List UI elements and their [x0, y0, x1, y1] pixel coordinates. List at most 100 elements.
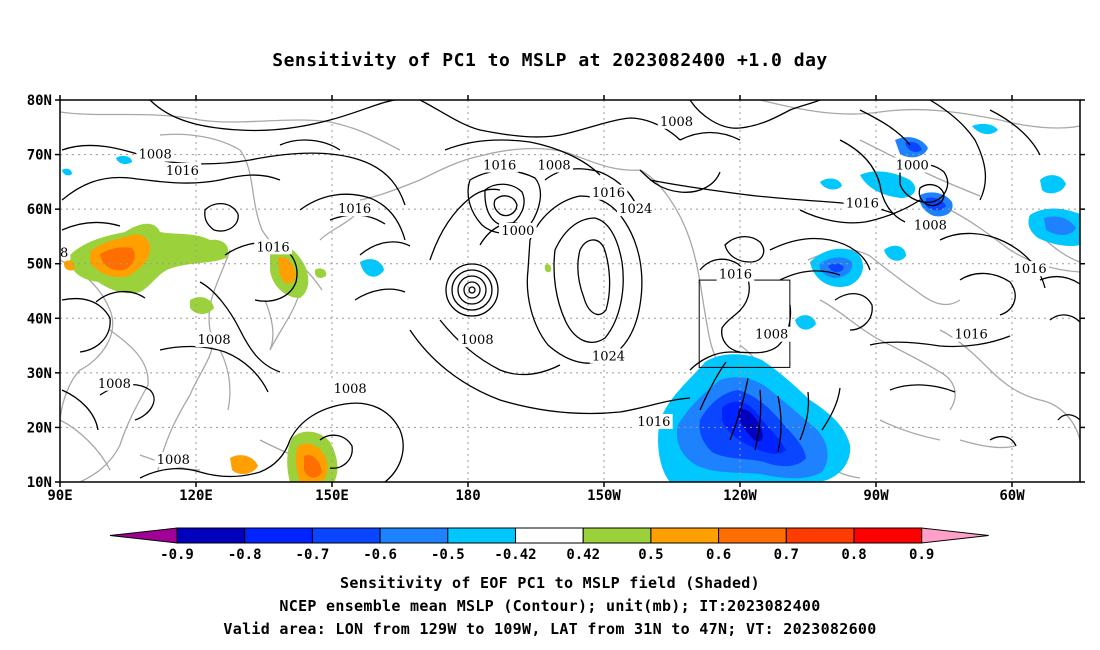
contour-label-bg [535, 157, 573, 173]
colorbar-segment [785, 527, 855, 544]
contour-label-bg [335, 201, 374, 217]
lat-lon-grid [60, 100, 1080, 482]
contour-label-bg [952, 326, 990, 342]
contour-label-bg [589, 348, 628, 364]
colorbar-segment [311, 527, 381, 544]
contour-label-bg [911, 217, 950, 233]
colorbar-label: -0.8 [228, 547, 262, 563]
lat-label: 30N [27, 366, 52, 382]
contour-label: 1024 [619, 202, 652, 217]
lon-label: 120E [179, 488, 213, 504]
contour-label-bg [60, 244, 71, 260]
footer-line-1: Sensitivity of EOF PC1 to MSLP field (Sh… [340, 574, 760, 592]
lon-label: 120W [723, 488, 757, 504]
contour-label: 1016 [955, 328, 988, 343]
contour-label: 1008 [98, 377, 131, 392]
lon-label: 150W [587, 488, 621, 504]
colorbar-label: 0.7 [774, 547, 799, 563]
colorbar-segment [650, 527, 720, 544]
lat-label: 10N [27, 475, 52, 491]
contour-label-bg [616, 201, 655, 217]
contour-label: 1016 [719, 268, 752, 283]
contour-label-bg [154, 452, 193, 468]
contour-label: 1008 [914, 219, 947, 234]
lat-label: 50N [27, 257, 52, 273]
contour-label: 1008 [334, 382, 367, 397]
contour-label-bg [331, 381, 369, 397]
colorbar-label: -0.42 [494, 547, 536, 563]
map-frame [59, 99, 1081, 483]
contour-label: 1016 [483, 158, 516, 173]
colorbar-segment [515, 527, 584, 544]
contour-label-bg [458, 332, 496, 348]
contour-label: 1008 [157, 453, 190, 468]
contour-label-bg [480, 157, 519, 173]
colorbar-segment [244, 527, 313, 544]
contour-label: 1008 [198, 333, 231, 348]
colorbar-arrow-right [921, 527, 989, 544]
contour-label: 1000 [896, 158, 929, 173]
colorbar-segment [853, 527, 923, 544]
contour-label-bg [752, 326, 791, 342]
contour-label: 1008 [139, 148, 172, 163]
colorbar-label: -0.9 [160, 547, 194, 563]
contour-label: 1016 [338, 202, 371, 217]
contour-label-bg [843, 195, 882, 211]
colorbar-label: 0.42 [566, 547, 600, 563]
colorbar-label: 0.9 [909, 547, 934, 563]
longitude-axis: 90E 120E 150E 180 150W 120W 90W 60W [47, 95, 1025, 504]
lon-label: 90E [47, 488, 72, 504]
contour-label: 1016 [846, 197, 879, 212]
colorbar-label: -0.6 [363, 547, 397, 563]
colorbar-label: 0.5 [638, 547, 663, 563]
colorbar-segment [582, 527, 652, 544]
colorbar: -0.9 -0.8 -0.7 -0.6 -0.5 -0.42 0.42 0.5 0.6 0.7 0.… [109, 527, 989, 563]
lat-label: 20N [27, 420, 52, 436]
contour-label: 1008 [461, 333, 494, 348]
colorbar-label: -0.5 [431, 547, 465, 563]
colorbar-arrow-left [109, 527, 178, 544]
lon-label: 150E [315, 488, 349, 504]
colorbar-segment [176, 527, 246, 544]
colorbar-segment [379, 527, 449, 544]
contour-label-bg [716, 266, 755, 282]
colorbar-segment [718, 527, 787, 544]
contour-label: 1024 [592, 349, 625, 364]
contour-label: 1008 [755, 328, 788, 343]
lat-label: 70N [27, 148, 52, 164]
contour-label-bg [95, 375, 134, 391]
contour-label: 1016 [257, 240, 290, 255]
footer-line-2: NCEP ensemble mean MSLP (Contour); unit(… [279, 597, 821, 615]
contour-label: 1016 [637, 415, 670, 430]
lat-label: 80N [27, 93, 52, 109]
contour-label: 1008 [660, 115, 693, 130]
contour-label-bg [254, 239, 292, 255]
contour-label-bg [1011, 261, 1049, 277]
colorbar-label: 0.8 [841, 547, 866, 563]
contour-label-bg [657, 113, 696, 129]
contour-label-bg [195, 332, 233, 348]
contour-label-bg [163, 162, 202, 178]
contour-label-bg [136, 146, 174, 162]
lon-label: 60W [999, 488, 1025, 504]
contour-label-bg [893, 157, 932, 173]
contour-label: 1016 [592, 186, 625, 201]
contour-label: 1000 [501, 224, 534, 239]
lon-label: 90W [863, 488, 889, 504]
sensitivity-shading [62, 123, 1080, 482]
contour-label-bg [589, 184, 628, 200]
plot-title: Sensitivity of PC1 to MSLP at 2023082400… [272, 50, 828, 71]
lon-label: 180 [455, 488, 480, 504]
lat-label: 60N [27, 202, 52, 218]
colorbar-segment [447, 527, 516, 544]
contour-label: 1016 [166, 164, 199, 179]
contour-label: 1016 [1014, 262, 1047, 277]
contour-label-bg [635, 413, 673, 429]
footer-line-3: Valid area: LON from 129W to 109W, LAT f… [223, 620, 877, 638]
lat-label: 40N [27, 311, 52, 327]
mslp-contours [61, 100, 1080, 482]
contour-label: 1008 [538, 158, 571, 173]
contour-label: 08 [52, 246, 69, 261]
